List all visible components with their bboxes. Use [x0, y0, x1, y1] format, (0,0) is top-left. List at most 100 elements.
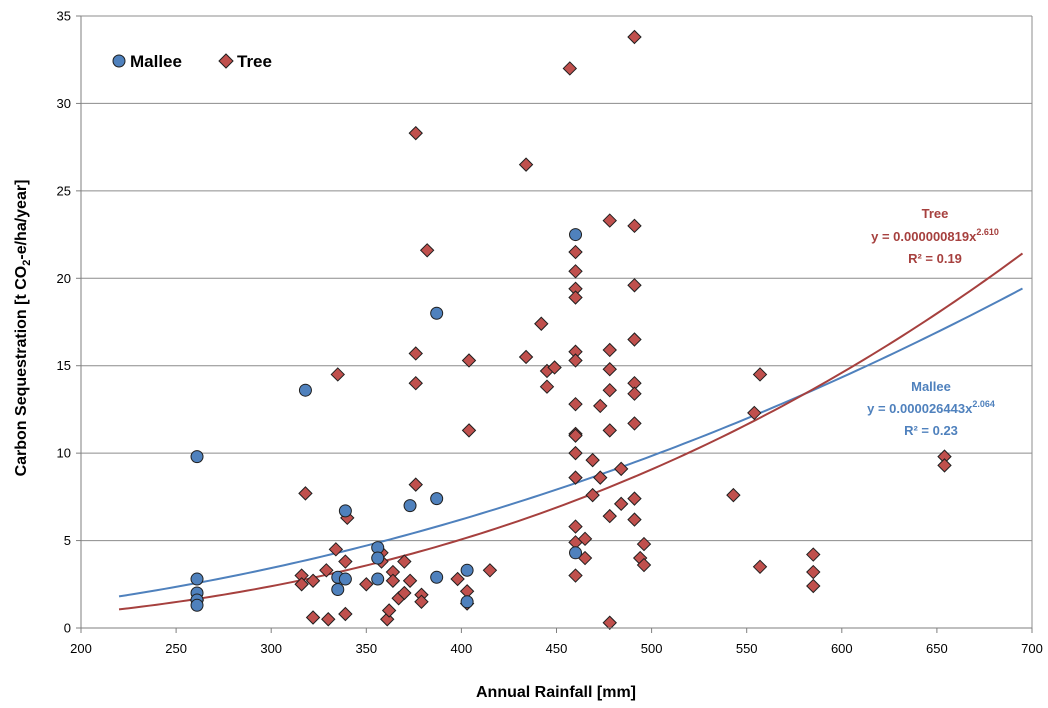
- mallee-point-18: [460, 595, 474, 609]
- mallee-point-9: [338, 572, 352, 586]
- mallee-point-12: [371, 572, 385, 586]
- tree-point-9: [330, 367, 345, 382]
- x-tick-label-700: 700: [1021, 641, 1043, 656]
- y-axis-title-suffix: -e/ha/year]: [13, 180, 30, 260]
- trendlines: [118, 252, 1024, 611]
- mallee-point-19: [569, 228, 583, 242]
- tree-point-17: [381, 603, 397, 618]
- axes: 0 5 10 15 20 25 30 35 200 250 300 350 400 450 500 550 60…: [57, 9, 1043, 657]
- y-axis-title: Carbon Sequestration [t CO2-e/ha/year]: [13, 180, 33, 477]
- y-tick-label-5: 5: [64, 533, 71, 548]
- x-axis-title: Annual Rainfall [mm]: [476, 684, 636, 701]
- tree-point-52: [568, 428, 583, 443]
- tree-point-93: [937, 458, 952, 473]
- tree-point-80: [627, 491, 642, 506]
- y-tick-label-25: 25: [57, 183, 71, 198]
- mallee-point-16: [430, 570, 444, 584]
- mallee-point-14: [430, 306, 444, 320]
- data-points: [189, 29, 952, 630]
- tree-point-8: [328, 542, 344, 557]
- tree-point-29: [414, 594, 429, 609]
- legend-tree-label: Tree: [237, 52, 272, 71]
- mallee-fit-equation: y = 0.000026443x2.064: [867, 399, 995, 416]
- tree-point-42: [547, 360, 562, 375]
- tree-point-39: [534, 316, 549, 331]
- x-tick-label-300: 300: [260, 641, 282, 656]
- mallee-trendline: [118, 287, 1023, 598]
- mallee-point-11: [371, 551, 385, 565]
- mallee-point-0: [190, 450, 204, 464]
- mallee-point-4: [190, 598, 204, 612]
- tree-point-88: [752, 559, 768, 575]
- tree-point-66: [602, 362, 617, 377]
- tree-point-45: [568, 264, 583, 279]
- tree-point-76: [627, 332, 642, 347]
- tree-point-53: [568, 445, 583, 461]
- mallee-point-5: [298, 383, 312, 397]
- tree-point-38: [518, 349, 534, 365]
- y-tick-label-15: 15: [57, 358, 71, 373]
- tree-point-34: [461, 353, 477, 368]
- tree-point-3: [298, 486, 313, 501]
- tree-point-72: [613, 496, 629, 512]
- tree-point-89: [806, 547, 821, 562]
- tree-point-10: [338, 554, 353, 569]
- tree-point-55: [568, 519, 583, 534]
- tree-fit-label: Tree: [922, 206, 949, 221]
- tree-fit-equation-base: y = 0.000000819x: [871, 229, 977, 244]
- tree-trendline: [118, 252, 1024, 611]
- tree-point-5: [305, 610, 321, 625]
- mallee-fit-equation-base: y = 0.000026443x: [867, 401, 973, 416]
- x-tick-label-550: 550: [736, 641, 758, 656]
- mallee-point-20: [569, 546, 583, 560]
- tree-fit-r2: R² = 0.19: [908, 251, 962, 266]
- tree-point-68: [602, 423, 617, 438]
- tree-fit-equation: y = 0.000000819x2.610: [871, 227, 999, 244]
- tree-point-11: [338, 606, 353, 622]
- tree-point-58: [577, 531, 593, 547]
- y-axis-title-subscript: 2: [21, 260, 33, 266]
- tree-point-24: [408, 125, 423, 141]
- mallee-point-1: [190, 572, 204, 586]
- tree-point-83: [636, 536, 652, 552]
- tree-point-67: [602, 382, 617, 398]
- y-tick-label-10: 10: [57, 446, 71, 461]
- tree-point-81: [627, 512, 642, 527]
- tree-point-25: [408, 346, 423, 361]
- tree-point-26: [408, 375, 423, 391]
- tree-point-35: [461, 423, 477, 438]
- y-tick-label-35: 35: [57, 9, 71, 24]
- mallee-point-8: [338, 504, 352, 518]
- tree-point-27: [408, 477, 423, 492]
- tree-point-37: [518, 157, 534, 172]
- tree-point-62: [593, 398, 608, 414]
- tree-point-43: [562, 61, 578, 76]
- tree-point-2: [294, 577, 309, 592]
- tree-point-36: [482, 563, 498, 578]
- tree-point-69: [602, 508, 617, 524]
- x-tick-label-450: 450: [546, 641, 568, 656]
- legend-mallee-label: Mallee: [130, 52, 182, 71]
- tree-point-50: [568, 396, 583, 412]
- tree-point-22: [397, 585, 412, 601]
- tree-point-86: [747, 405, 762, 421]
- mallee-fit-equation-exponent: 2.064: [972, 399, 995, 409]
- x-tick-label-500: 500: [641, 641, 663, 656]
- tree-point-91: [806, 578, 821, 594]
- tree-point-71: [613, 461, 629, 477]
- tree-point-90: [806, 564, 821, 580]
- tree-point-41: [539, 379, 555, 394]
- y-axis-title-prefix: Carbon Sequestration [t CO: [13, 266, 30, 477]
- tree-point-44: [568, 244, 583, 260]
- mallee-point-15: [430, 492, 444, 506]
- tree-fit-annotation: Tree y = 0.000000819x2.610 R² = 0.19: [871, 206, 999, 266]
- tree-point-63: [593, 470, 608, 485]
- tree-fit-equation-exponent: 2.610: [976, 227, 999, 237]
- tree-point-54: [568, 470, 583, 485]
- tree-point-23: [402, 573, 418, 588]
- y-tick-label-30: 30: [57, 96, 71, 111]
- tree-point-19: [385, 573, 401, 588]
- legend-tree-marker: [218, 53, 234, 69]
